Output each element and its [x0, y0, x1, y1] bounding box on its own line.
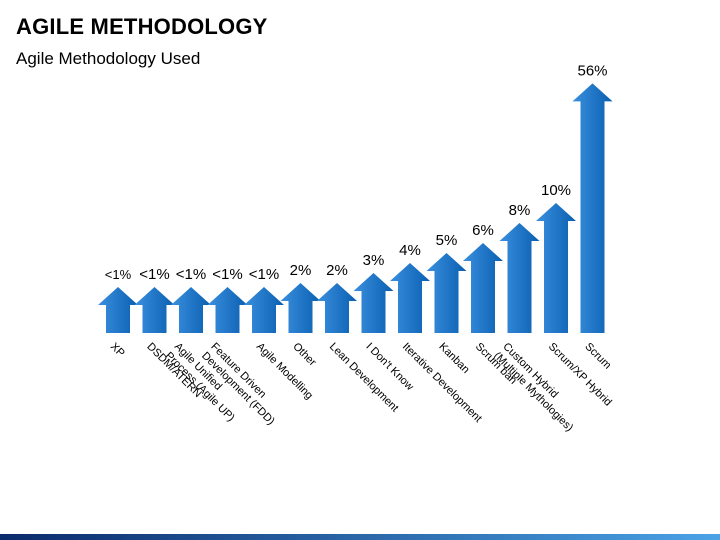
bar-arrow	[280, 283, 321, 333]
data-label: 8%	[509, 202, 531, 219]
data-label: 56%	[577, 62, 607, 79]
bar-arrow	[536, 203, 576, 333]
bar-arrow	[171, 287, 211, 333]
data-label: 4%	[399, 242, 421, 259]
bar-arrow	[244, 287, 284, 333]
bar-arrow	[317, 283, 357, 333]
data-label: 3%	[363, 252, 385, 269]
page-subtitle: Agile Methodology Used	[16, 49, 201, 68]
bar-arrow	[463, 243, 503, 333]
category-label: Lean Development	[327, 341, 401, 415]
data-label: <1%	[176, 266, 206, 283]
bar-arrow	[134, 287, 175, 333]
data-label: 2%	[290, 262, 312, 279]
footer-bar	[0, 534, 720, 540]
category-label: Kanban	[436, 341, 471, 376]
page-title: AGILE METHODOLOGY	[16, 14, 268, 39]
data-label: <1%	[249, 266, 279, 283]
category-label: Other	[290, 341, 318, 369]
bar-arrow	[207, 287, 248, 333]
data-label: <1%	[105, 267, 132, 282]
bar-arrow	[98, 287, 138, 333]
data-label: 5%	[436, 232, 458, 249]
bar-arrow	[353, 273, 394, 333]
bar-arrow	[499, 223, 540, 333]
data-label: <1%	[139, 266, 169, 283]
data-label: 10%	[541, 182, 571, 199]
bar-arrow	[426, 253, 467, 333]
bar-arrow	[572, 83, 613, 334]
data-label: 2%	[326, 262, 348, 279]
data-label: 6%	[472, 222, 494, 239]
category-label: Scrum	[582, 341, 613, 372]
category-label: Scrum/XP Hybrid	[546, 341, 614, 409]
category-label: Custom Hybrid(Multiple Mythologies)	[491, 341, 584, 434]
category-label: XP	[108, 341, 127, 360]
bar-arrow	[390, 263, 430, 333]
data-label: <1%	[212, 266, 242, 283]
